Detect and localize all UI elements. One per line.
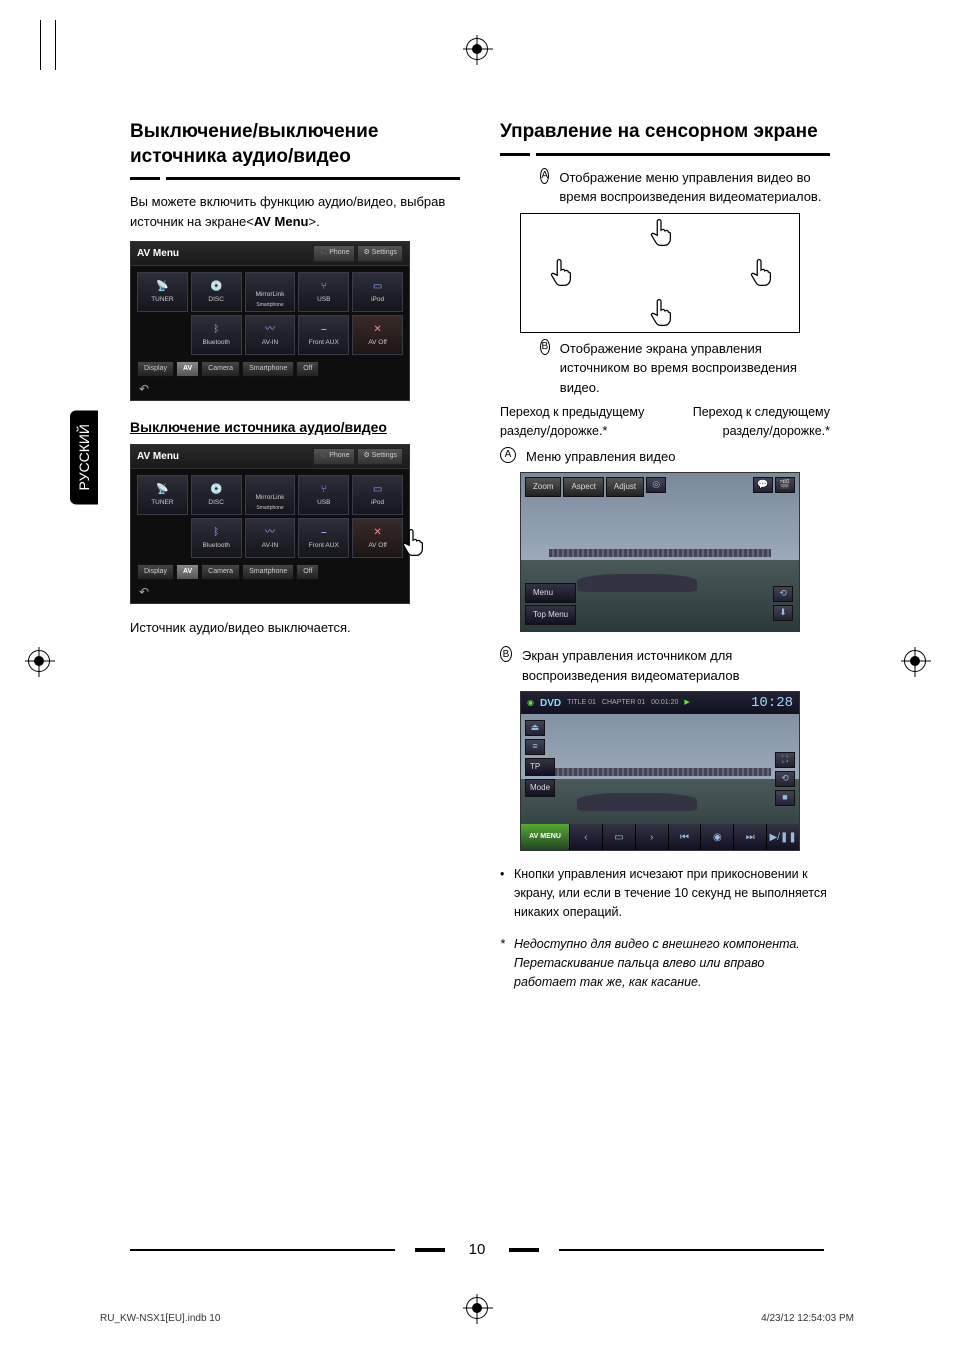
source-mirrorlink[interactable]: MirrorLinkSmartphone [245, 272, 296, 312]
left-column: Выключение/выключение источника аудио/ви… [130, 120, 460, 1006]
tab-smartphone[interactable]: Smartphone [242, 361, 294, 378]
intro-text: Вы можете включить функцию аудио/видео, … [130, 192, 460, 231]
av-menu-screenshot-1: AV Menu 📞 Phone ⚙ Settings 📡TUNER 💿DISC … [130, 241, 410, 401]
prev-track-icon[interactable]: ⏮ [668, 824, 701, 850]
callout-b: Отображение экрана управления источником… [560, 339, 830, 398]
touch-icon-left [546, 259, 576, 289]
touch-icon-top [646, 219, 676, 249]
menu-button[interactable]: Menu [525, 583, 576, 603]
tp-button[interactable]: TP [525, 758, 555, 776]
expand-icon[interactable]: ⛶ [775, 752, 795, 768]
source-avin[interactable]: 〰AV-IN [245, 315, 296, 355]
source-tuner[interactable]: 📡TUNER [137, 272, 188, 312]
heading-left: Выключение/выключение источника аудио/ви… [130, 120, 460, 169]
back-icon[interactable]: ↶ [139, 380, 149, 398]
touch-icon-bottom [646, 299, 676, 329]
source-disc[interactable]: 💿DISC [191, 272, 242, 312]
page-number-rule: 10 [130, 1241, 824, 1258]
source-bluetooth[interactable]: ᛒBluetooth [191, 315, 242, 355]
tab-camera[interactable]: Camera [201, 361, 240, 378]
repeat-icon[interactable]: ⟲ [775, 771, 795, 787]
av-menu-title: AV Menu [137, 246, 179, 261]
next-folder-icon[interactable]: › [635, 824, 668, 850]
avmenu-button[interactable]: AV MENU [521, 824, 569, 850]
language-tab: РУССКИЙ [70, 410, 98, 504]
folder-icon[interactable]: ▭ [602, 824, 635, 850]
video-menu-screenshot: Zoom Aspect Adjust ◎ 💬 🎬 Menu Top Menu ⟲… [520, 472, 800, 632]
angle-icon[interactable]: 🎬 [775, 477, 795, 493]
footer-file: RU_KW-NSX1[EU].indb 10 [100, 1313, 220, 1324]
marker-b: B [540, 339, 550, 355]
tab-av[interactable]: AV [176, 361, 199, 378]
topmenu-button[interactable]: Top Menu [525, 605, 576, 625]
source-frontaux[interactable]: ⎯Front AUX [298, 315, 349, 355]
aspect-button[interactable]: Aspect [563, 477, 603, 497]
dvd-source-screenshot: ◉ DVD TITLE 01 CHAPTER 01 00:01:20 ▶ 10:… [520, 691, 800, 851]
touch-icon-right [746, 259, 776, 289]
settings-button[interactable]: ⚙ Settings [357, 245, 403, 262]
dvd-source-label: DVD [540, 696, 561, 711]
phone-button[interactable]: 📞 Phone [313, 245, 356, 262]
tab-display[interactable]: Display [137, 361, 174, 378]
av-menu-screenshot-2: AV Menu 📞 Phone ⚙ Settings 📡TUNER 💿DISC … [130, 444, 410, 604]
right-column: Управление на сенсорном экране A Отображ… [500, 120, 830, 1006]
section-b-label: Экран управления источником для воспроиз… [522, 646, 830, 685]
note-star: Недоступно для видео с внешнего компонен… [500, 935, 830, 991]
eject-icon[interactable]: ⏏ [525, 720, 545, 736]
section-a-label: Меню управления видео [526, 447, 675, 467]
heading-right: Управление на сенсорном экране [500, 120, 830, 145]
mode-button[interactable]: Mode [525, 779, 555, 797]
source-usb[interactable]: ⑂USB [298, 272, 349, 312]
clock: 10:28 [751, 693, 793, 714]
disc-icon[interactable]: ◉ [700, 824, 733, 850]
prev-folder-icon[interactable]: ‹ [569, 824, 602, 850]
list-icon[interactable]: ≡ [525, 739, 545, 755]
pointer-hand-icon [398, 529, 428, 559]
footer: RU_KW-NSX1[EU].indb 10 4/23/12 12:54:03 … [100, 1313, 854, 1324]
audio-icon[interactable]: ◎ [646, 477, 666, 493]
next-label: Переход к следующему разделу/дорожке.* [682, 403, 831, 441]
down-icon[interactable]: ⬇ [773, 605, 793, 621]
next-track-icon[interactable]: ⏭ [733, 824, 766, 850]
touch-diagram [520, 213, 800, 333]
zoom-button[interactable]: Zoom [525, 477, 561, 497]
subheading: Выключение источника аудио/видео [130, 417, 460, 438]
return-icon[interactable]: ⟲ [773, 586, 793, 602]
adjust-button[interactable]: Adjust [606, 477, 644, 497]
source-avoff[interactable]: ✕AV Off [352, 315, 403, 355]
note-bullet: Кнопки управления исчезают при прикоснов… [500, 865, 830, 921]
prev-label: Переход к предыдущему разделу/дорожке.* [500, 403, 649, 441]
subtitle-icon[interactable]: 💬 [753, 477, 773, 493]
callout-a: Отображение меню управления видео во вре… [559, 168, 830, 207]
source-ipod[interactable]: ▭iPod [352, 272, 403, 312]
footer-timestamp: 4/23/12 12:54:03 PM [761, 1313, 854, 1324]
result-text: Источник аудио/видео выключается. [130, 618, 460, 638]
playpause-icon[interactable]: ▶/❚❚ [766, 824, 799, 850]
marker-a: A [540, 168, 549, 184]
tab-off[interactable]: Off [296, 361, 319, 378]
stop-icon[interactable]: ■ [775, 790, 795, 806]
